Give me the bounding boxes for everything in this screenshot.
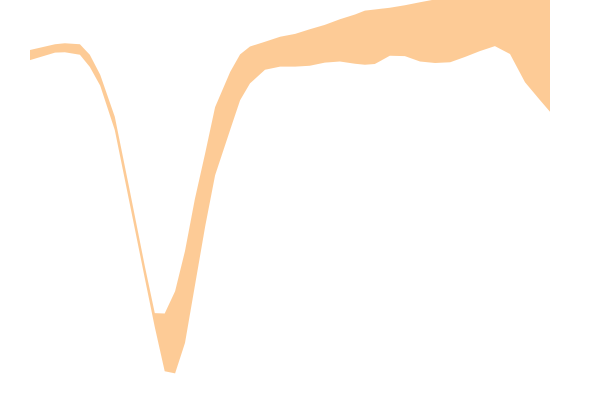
plot-area bbox=[30, 0, 550, 374]
band-series-0 bbox=[30, 0, 550, 374]
